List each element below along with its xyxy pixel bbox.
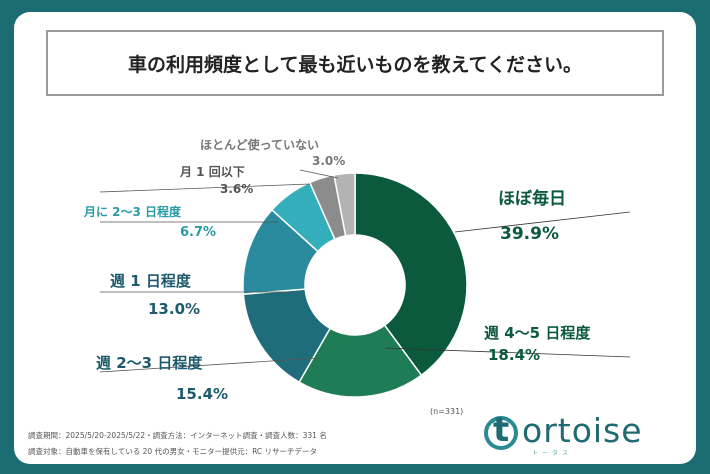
value-label-6: 3.6% (220, 182, 254, 196)
value-label-3: 15.4% (176, 385, 229, 403)
category-label-3: 週 2〜3 日程度 (96, 354, 203, 372)
category-label-5: 月に 2〜3 日程度 (84, 205, 182, 219)
slice-7 (333, 172, 356, 237)
leader-line-7 (299, 169, 339, 179)
title-box: 車の利用頻度として最も近いものを教えてください。 (46, 30, 664, 96)
leader-lines (99, 169, 631, 373)
slice-1 (354, 172, 468, 377)
leader-line-2 (384, 347, 631, 358)
logo-word: ortoise (522, 411, 643, 450)
value-label-2: 18.4% (488, 346, 541, 364)
category-label-4: 週 1 日程度 (110, 272, 191, 290)
chart-title: 車の利用頻度として最も近いものを教えてください。 (128, 53, 582, 76)
leader-line-6 (99, 183, 311, 193)
sample-size: (n=331) (430, 407, 464, 416)
leader-line-3 (99, 357, 319, 373)
logo-circle-icon (484, 416, 518, 450)
logo: t ortoise トータス (484, 410, 674, 458)
value-label-1: 39.9% (500, 224, 559, 244)
slices (242, 172, 468, 398)
value-label-4: 13.0% (148, 300, 201, 318)
leader-line-1 (454, 211, 631, 233)
footer-line-1: 調査期間：2025/5/20-2025/5/22・調査方法：インターネット調査・… (28, 431, 327, 440)
slice-2 (298, 324, 423, 398)
value-label-5: 6.7% (180, 225, 217, 240)
logo-sub: トータス (532, 450, 573, 457)
value-label-7: 3.0% (312, 154, 346, 168)
footer-line-2: 調査対象：自動車を保有している 20 代の男女・モニター提供元：RC リサーチデ… (28, 447, 318, 456)
category-label-2: 週 4〜5 日程度 (484, 324, 591, 342)
category-label-1: ほぼ毎日 (498, 189, 566, 209)
category-label-6: 月 1 回以下 (180, 165, 245, 179)
category-label-7: ほとんど使っていない (200, 138, 320, 152)
logo-mark: t (493, 410, 510, 450)
